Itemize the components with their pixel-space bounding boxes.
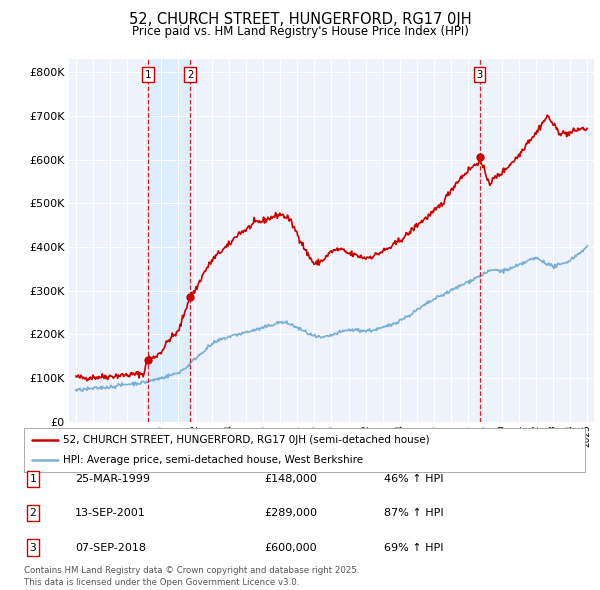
Text: 52, CHURCH STREET, HUNGERFORD, RG17 0JH: 52, CHURCH STREET, HUNGERFORD, RG17 0JH bbox=[128, 12, 472, 27]
Text: 52, CHURCH STREET, HUNGERFORD, RG17 0JH (semi-detached house): 52, CHURCH STREET, HUNGERFORD, RG17 0JH … bbox=[63, 435, 430, 445]
Text: £289,000: £289,000 bbox=[264, 509, 317, 518]
Text: 87% ↑ HPI: 87% ↑ HPI bbox=[384, 509, 443, 518]
Text: HPI: Average price, semi-detached house, West Berkshire: HPI: Average price, semi-detached house,… bbox=[63, 455, 364, 466]
Text: 13-SEP-2001: 13-SEP-2001 bbox=[75, 509, 146, 518]
Text: 1: 1 bbox=[145, 70, 151, 80]
Text: 3: 3 bbox=[29, 543, 37, 552]
Text: 2: 2 bbox=[29, 509, 37, 518]
Text: Price paid vs. HM Land Registry's House Price Index (HPI): Price paid vs. HM Land Registry's House … bbox=[131, 25, 469, 38]
Text: 07-SEP-2018: 07-SEP-2018 bbox=[75, 543, 146, 552]
Text: 2: 2 bbox=[187, 70, 193, 80]
Text: 3: 3 bbox=[476, 70, 483, 80]
Text: 69% ↑ HPI: 69% ↑ HPI bbox=[384, 543, 443, 552]
Text: 1: 1 bbox=[29, 474, 37, 484]
Text: 25-MAR-1999: 25-MAR-1999 bbox=[75, 474, 150, 484]
Text: £600,000: £600,000 bbox=[264, 543, 317, 552]
Bar bbox=[148, 59, 190, 422]
Text: £148,000: £148,000 bbox=[264, 474, 317, 484]
Text: Contains HM Land Registry data © Crown copyright and database right 2025.
This d: Contains HM Land Registry data © Crown c… bbox=[24, 566, 359, 587]
Text: 46% ↑ HPI: 46% ↑ HPI bbox=[384, 474, 443, 484]
